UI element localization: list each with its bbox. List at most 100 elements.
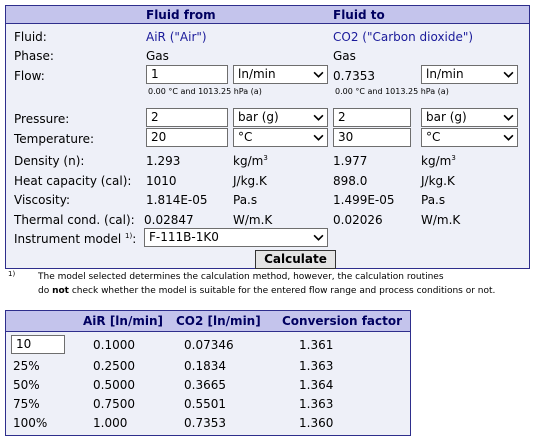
viscosity-from-value: 1.814E-05	[146, 193, 208, 207]
row2-air: 0.2500	[93, 359, 135, 373]
col-header-air: AiR [ln/min]	[83, 314, 163, 328]
chevron-down-icon	[313, 234, 324, 241]
chevron-down-icon	[313, 114, 324, 121]
density-to-unit: kg/m3	[421, 154, 456, 168]
temperature-from-unit-select[interactable]: °C	[233, 128, 328, 147]
viscosity-to-unit: Pa.s	[421, 193, 446, 207]
footnote-line-2-post: check whether the model is suitable for …	[69, 286, 496, 296]
fluid-to-heading: Fluid to	[333, 8, 385, 22]
heat-capacity-to-unit: J/kg.K	[421, 174, 455, 188]
flow-from-unit-value: ln/min	[238, 67, 276, 81]
temperature-to-unit-value: °C	[426, 130, 441, 144]
viscosity-from-unit: Pa.s	[233, 193, 258, 207]
conversion-table: AiR [ln/min] CO2 [ln/min] Conversion fac…	[5, 310, 411, 436]
density-unit-exponent: 3	[451, 154, 456, 162]
phase-from-value: Gas	[146, 49, 169, 63]
row2-factor: 1.363	[299, 359, 334, 373]
flow-to-value: 0.7353	[333, 69, 375, 83]
footnote-line-2: do not check whether the model is suitab…	[38, 286, 495, 296]
flow-from-input[interactable]: 1	[146, 65, 228, 84]
flow-from-reference: 0.00 °C and 1013.25 hPa (a)	[148, 87, 262, 96]
row5-air: 1.000	[93, 416, 128, 430]
row4-co2: 0.5501	[184, 397, 226, 411]
heat-capacity-to-value: 898.0	[333, 174, 368, 188]
density-unit-exponent: 3	[263, 154, 268, 162]
thermal-from-unit: W/m.K	[233, 213, 273, 227]
temperature-from-input[interactable]: 20	[146, 128, 228, 147]
fluid-to-link[interactable]: CO2 ("Carbon dioxide")	[333, 30, 474, 44]
heat-capacity-from-value: 1010	[146, 174, 177, 188]
temperature-to-input[interactable]: 30	[333, 128, 411, 147]
row5-co2: 0.7353	[184, 416, 226, 430]
pressure-from-unit-select[interactable]: bar (g)	[233, 108, 328, 127]
temperature-from-unit-value: °C	[238, 130, 253, 144]
chevron-down-icon	[503, 134, 514, 141]
instrument-model-select[interactable]: F-111B-1K0	[144, 228, 328, 247]
converter-header: Fluid from Fluid to	[6, 6, 529, 24]
chevron-down-icon	[503, 114, 514, 121]
conversion-table-header: AiR [ln/min] CO2 [ln/min] Conversion fac…	[6, 311, 410, 332]
fluid-converter-panel: Fluid from Fluid to Fluid: AiR ("Air") C…	[5, 5, 530, 269]
row4-factor: 1.363	[299, 397, 334, 411]
col-header-co2: CO2 [ln/min]	[176, 314, 261, 328]
flow-to-unit-value: ln/min	[426, 67, 464, 81]
flow-label: Flow:	[14, 69, 45, 83]
footnote-emphasis: not	[52, 286, 69, 296]
instrument-model-value: F-111B-1K0	[149, 230, 219, 244]
phase-to-value: Gas	[333, 49, 356, 63]
table-flow-input[interactable]: 10	[11, 335, 65, 354]
pressure-to-input[interactable]: 2	[333, 108, 411, 127]
pressure-to-unit-select[interactable]: bar (g)	[421, 108, 518, 127]
chevron-down-icon	[313, 71, 324, 78]
viscosity-to-value: 1.499E-05	[333, 193, 395, 207]
fluid-label: Fluid:	[14, 30, 47, 44]
row2-label: 25%	[13, 359, 40, 373]
row1-co2: 0.07346	[184, 338, 234, 352]
row3-co2: 0.3665	[184, 378, 226, 392]
heat-capacity-label: Heat capacity (cal):	[14, 174, 132, 188]
row4-label: 75%	[13, 397, 40, 411]
thermal-to-value: 0.02026	[333, 213, 383, 227]
row3-air: 0.5000	[93, 378, 135, 392]
flow-from-unit-select[interactable]: ln/min	[233, 65, 328, 84]
density-unit-text: kg/m	[421, 154, 452, 168]
heat-capacity-from-unit: J/kg.K	[233, 174, 267, 188]
row1-factor: 1.361	[299, 338, 334, 352]
pressure-label: Pressure:	[14, 112, 70, 126]
density-label: Density (n):	[14, 154, 85, 168]
col-header-factor: Conversion factor	[282, 314, 403, 328]
footnote-line-2-pre: do	[38, 286, 53, 296]
temperature-label: Temperature:	[14, 132, 95, 146]
row2-co2: 0.1834	[184, 359, 226, 373]
row3-factor: 1.364	[299, 378, 334, 392]
row4-air: 0.7500	[93, 397, 135, 411]
instrument-model-text: Instrument model	[14, 232, 122, 246]
density-from-unit: kg/m3	[233, 154, 268, 168]
footnote-line-1: The model selected determines the calcul…	[38, 272, 444, 282]
row1-air: 0.1000	[93, 338, 135, 352]
footnote-marker: 1)	[8, 270, 16, 278]
chevron-down-icon	[503, 71, 514, 78]
instrument-model-label: Instrument model 1):	[14, 232, 137, 246]
pressure-from-unit-value: bar (g)	[238, 110, 279, 124]
density-from-value: 1.293	[146, 154, 181, 168]
density-unit-text: kg/m	[233, 154, 264, 168]
density-to-value: 1.977	[333, 154, 368, 168]
instrument-footnote-ref: 1)	[125, 232, 133, 240]
flow-to-reference: 0.00 °C and 1013.25 hPa (a)	[335, 87, 449, 96]
thermal-from-value: 0.02847	[144, 213, 194, 227]
calculate-button[interactable]: Calculate	[255, 250, 336, 269]
thermal-cond-label: Thermal cond. (cal):	[14, 213, 135, 227]
viscosity-label: Viscosity:	[14, 193, 71, 207]
pressure-from-input[interactable]: 2	[146, 108, 228, 127]
chevron-down-icon	[313, 134, 324, 141]
pressure-to-unit-value: bar (g)	[426, 110, 467, 124]
row5-factor: 1.360	[299, 416, 334, 430]
fluid-from-heading: Fluid from	[146, 8, 216, 22]
row3-label: 50%	[13, 378, 40, 392]
temperature-to-unit-select[interactable]: °C	[421, 128, 518, 147]
flow-to-unit-select[interactable]: ln/min	[421, 65, 518, 84]
fluid-from-link[interactable]: AiR ("Air")	[146, 30, 207, 44]
thermal-to-unit: W/m.K	[421, 213, 461, 227]
row5-label: 100%	[13, 416, 48, 430]
